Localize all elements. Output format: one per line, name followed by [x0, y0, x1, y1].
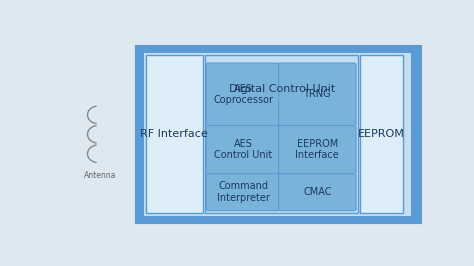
Text: EEPROM: EEPROM [358, 129, 405, 139]
Text: Antenna: Antenna [83, 171, 116, 180]
Text: TRNG: TRNG [303, 89, 331, 99]
Text: AES
Coprocessor: AES Coprocessor [213, 84, 273, 105]
FancyBboxPatch shape [279, 63, 356, 126]
FancyBboxPatch shape [146, 56, 202, 213]
Text: RF Interface: RF Interface [140, 129, 208, 139]
FancyBboxPatch shape [205, 56, 358, 213]
FancyBboxPatch shape [360, 56, 403, 213]
Text: Command
Interpreter: Command Interpreter [217, 181, 270, 203]
FancyBboxPatch shape [279, 174, 356, 211]
Text: AES
Control Unit: AES Control Unit [214, 139, 272, 160]
Text: CMAC: CMAC [303, 187, 332, 197]
FancyBboxPatch shape [206, 126, 280, 174]
FancyBboxPatch shape [145, 53, 411, 216]
Text: EEPROM
Interface: EEPROM Interface [295, 139, 339, 160]
FancyBboxPatch shape [206, 63, 280, 126]
FancyBboxPatch shape [279, 126, 356, 174]
FancyBboxPatch shape [206, 174, 280, 211]
FancyBboxPatch shape [140, 50, 416, 218]
Text: Digital Control Unit: Digital Control Unit [228, 84, 335, 94]
